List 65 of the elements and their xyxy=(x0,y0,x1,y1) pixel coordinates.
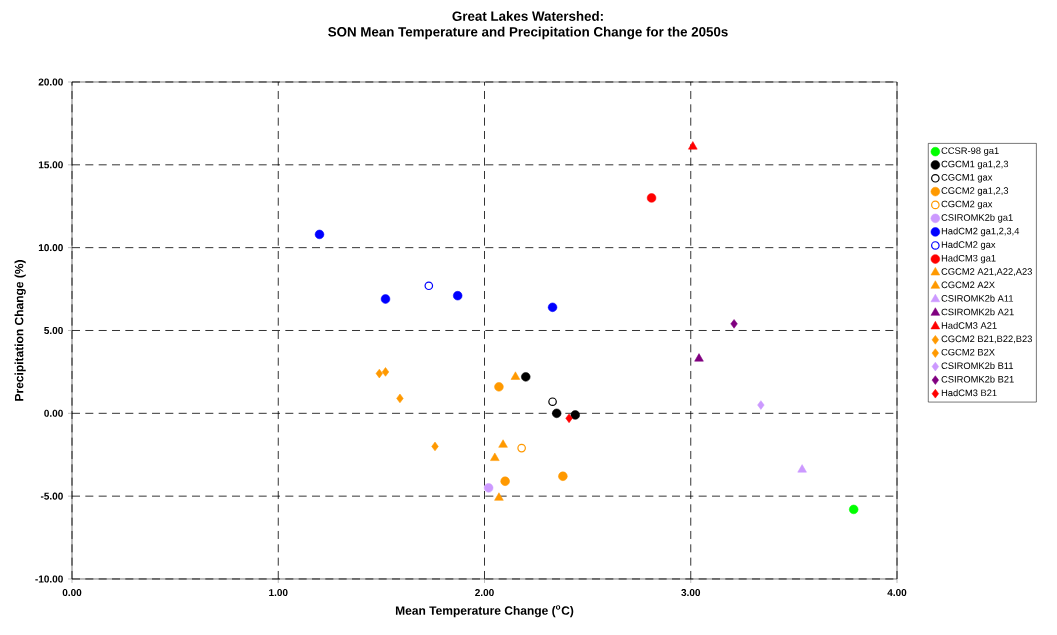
legend-label: CGCM2 A21,A22,A23 xyxy=(941,268,1032,276)
point xyxy=(424,281,434,291)
point xyxy=(517,443,526,453)
y-tick-label: -10.00 xyxy=(35,575,63,583)
point xyxy=(694,353,704,362)
x-tick-label: 4.00 xyxy=(887,589,907,597)
legend-label: CGCM2 ga1,2,3 xyxy=(941,187,1009,196)
legend-label: CSIROMK2b B11 xyxy=(941,362,1014,370)
legend-label: CGCM2 B21,B22,B23 xyxy=(941,335,1032,344)
point xyxy=(396,393,404,404)
x-tick-label: 0.00 xyxy=(62,589,82,597)
point xyxy=(490,452,500,461)
y-tick-label: 0.00 xyxy=(44,409,63,417)
point xyxy=(483,483,494,493)
point xyxy=(494,492,504,501)
legend-label: CSIROMK2b A21 xyxy=(941,308,1014,316)
point xyxy=(730,319,738,329)
legend-label: CGCM2 A2X xyxy=(941,281,995,289)
point xyxy=(314,229,325,240)
point xyxy=(510,371,521,380)
point xyxy=(548,397,557,407)
legend-label: HadCM3 ga1 xyxy=(941,254,996,264)
x-tick-label: 3.00 xyxy=(681,589,701,597)
point xyxy=(381,367,390,377)
legend-label: HadCM3 B21 xyxy=(941,389,997,397)
point xyxy=(498,439,508,448)
legend-label: CSIROMK2b ga1 xyxy=(941,213,1013,223)
y-axis-title: Precipitation Change (%) xyxy=(14,260,26,401)
point xyxy=(797,464,807,473)
legend-label: CGCM2 gax xyxy=(941,200,993,210)
y-tick-label: 15.00 xyxy=(38,161,63,169)
y-tick-label: -5.00 xyxy=(40,492,63,500)
point xyxy=(558,471,568,481)
legend-label: CGCM1 ga1,2,3 xyxy=(941,160,1009,170)
legend-label: HadCM2 gax xyxy=(941,241,996,250)
point xyxy=(565,413,573,423)
point xyxy=(688,141,698,150)
chart-title: Great Lakes Watershed: xyxy=(452,11,603,21)
point xyxy=(494,382,504,392)
x-tick-label: 1.00 xyxy=(269,589,288,597)
point xyxy=(646,193,657,203)
point xyxy=(500,476,510,486)
point xyxy=(552,408,562,418)
legend-label: HadCM2 ga1,2,3,4 xyxy=(941,227,1020,237)
point xyxy=(453,291,463,301)
x-tick-label: 2.00 xyxy=(475,589,494,597)
point xyxy=(375,368,383,379)
point xyxy=(380,294,391,304)
legend-label: CGCM1 gax xyxy=(941,174,993,183)
x-axis-title: Mean Temperature Change ($^{o}$C) xyxy=(395,605,574,618)
legend-label: HadCM3 A21 xyxy=(941,321,997,329)
legend-label: CSIROMK2b B21 xyxy=(941,375,1014,383)
point xyxy=(757,400,765,410)
y-tick-label: 20.00 xyxy=(38,78,63,86)
point xyxy=(849,504,859,515)
legend-label: CCSR-98 ga1 xyxy=(941,147,999,156)
point xyxy=(547,302,558,312)
point xyxy=(570,410,580,420)
y-tick-label: 10.00 xyxy=(38,244,63,252)
y-tick-label: 5.00 xyxy=(44,326,63,335)
point xyxy=(431,441,439,452)
chart-subtitle: SON Mean Temperature and Precipitation Change for the 2050s xyxy=(328,26,728,40)
point xyxy=(521,372,531,382)
legend-label: CGCM2 B2X xyxy=(941,348,995,356)
legend-label: CSIROMK2b A11 xyxy=(941,294,1014,302)
